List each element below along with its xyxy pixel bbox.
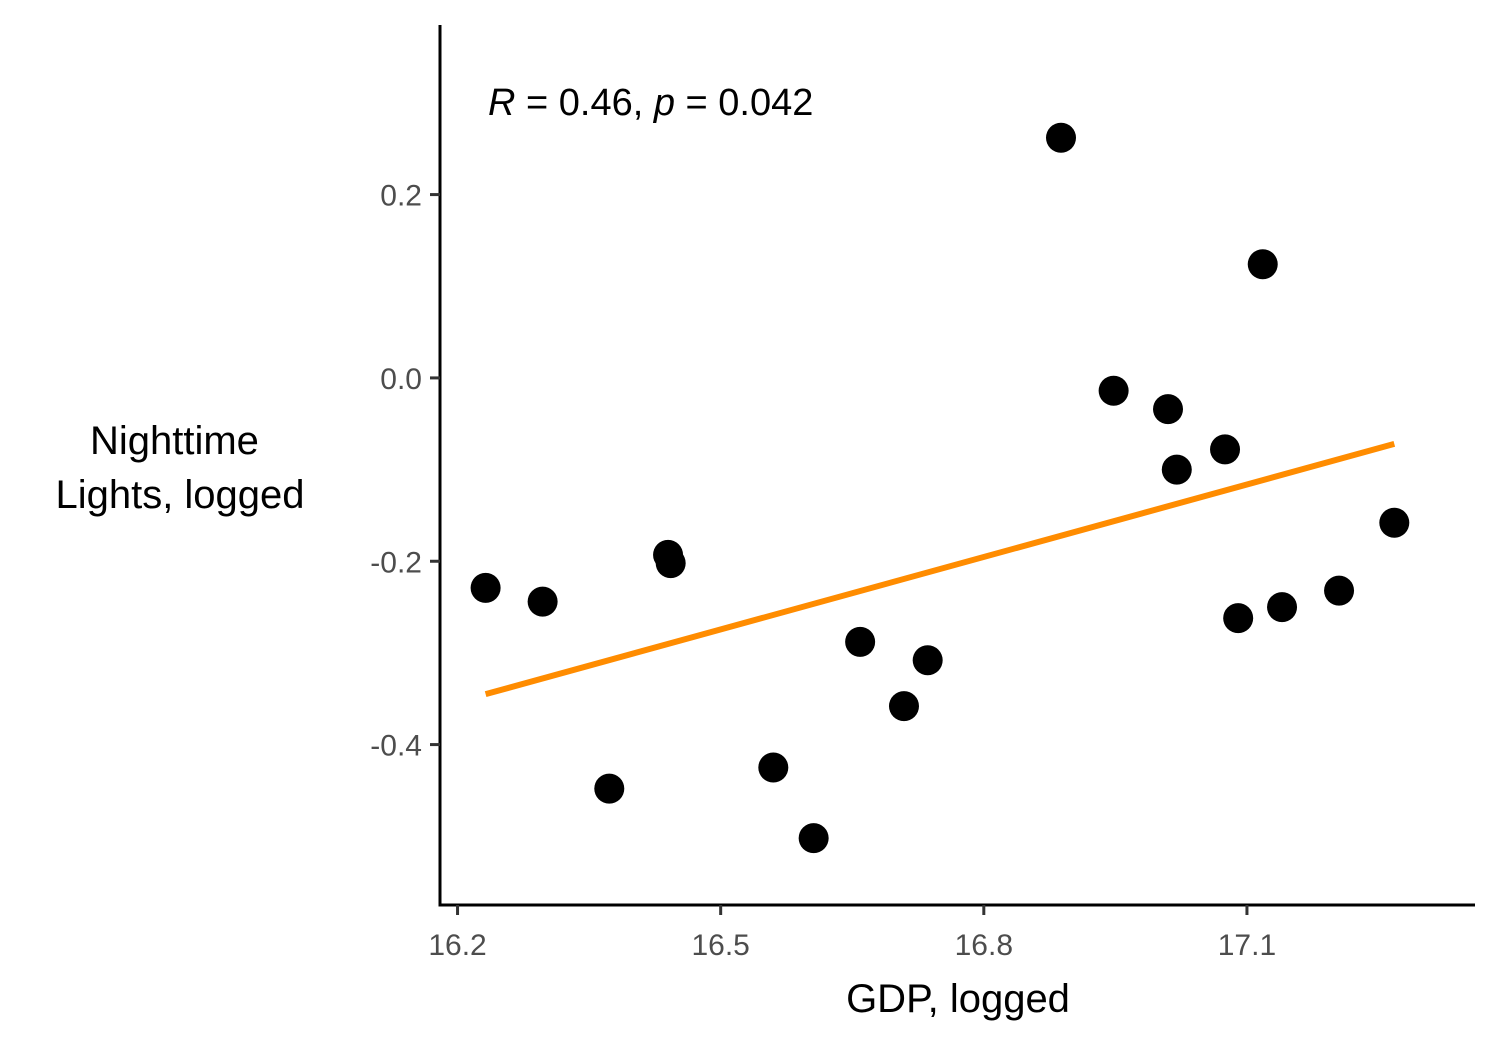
regression-line-layer (484, 441, 1396, 698)
data-point (912, 645, 943, 676)
y-tick-label: 0.2 (380, 180, 422, 213)
data-point (655, 548, 686, 579)
data-point (845, 626, 876, 657)
x-tick-label: 16.2 (428, 929, 486, 962)
data-point (1098, 375, 1129, 406)
data-point (798, 823, 829, 854)
y-axis-title: Nighttime Lights, logged (55, 419, 304, 517)
p-symbol: p (653, 82, 675, 124)
data-point (1247, 249, 1278, 280)
data-point (1210, 434, 1241, 465)
data-point (1379, 507, 1410, 538)
x-tick-label: 16.8 (955, 929, 1013, 962)
data-point (1153, 394, 1184, 425)
y-axis-title-line-2: Lights, logged (55, 473, 304, 517)
data-point (888, 691, 919, 722)
r-p-annotation: R = 0.46, p = 0.042 (488, 82, 813, 124)
y-tick-label: -0.4 (370, 730, 422, 763)
r-symbol: R (488, 82, 515, 124)
y-axis-title-line-1: Nighttime (90, 419, 259, 463)
data-point (758, 752, 789, 783)
data-point (1046, 122, 1076, 153)
data-point (470, 572, 501, 603)
x-tick-label: 17.1 (1218, 929, 1276, 962)
x-tick-label: 16.5 (691, 929, 749, 962)
axes-layer (438, 25, 1475, 907)
points-layer (470, 122, 1410, 854)
data-point (1267, 592, 1298, 623)
data-point (1324, 575, 1355, 606)
y-tick-label: 0.0 (380, 363, 422, 396)
r-value: = 0.46, (515, 82, 653, 124)
y-tick-label: -0.2 (370, 546, 422, 579)
regression-line (484, 441, 1396, 698)
data-point (1223, 603, 1254, 634)
p-value: = 0.042 (675, 82, 813, 124)
data-point (594, 773, 625, 804)
data-point (527, 586, 558, 617)
x-axis-title: GDP, logged (846, 977, 1070, 1021)
y-ticks: 0.2 0.0 -0.2 -0.4 (370, 180, 440, 763)
x-ticks: 16.2 16.5 16.8 17.1 (428, 905, 1276, 962)
data-point (1161, 454, 1192, 485)
